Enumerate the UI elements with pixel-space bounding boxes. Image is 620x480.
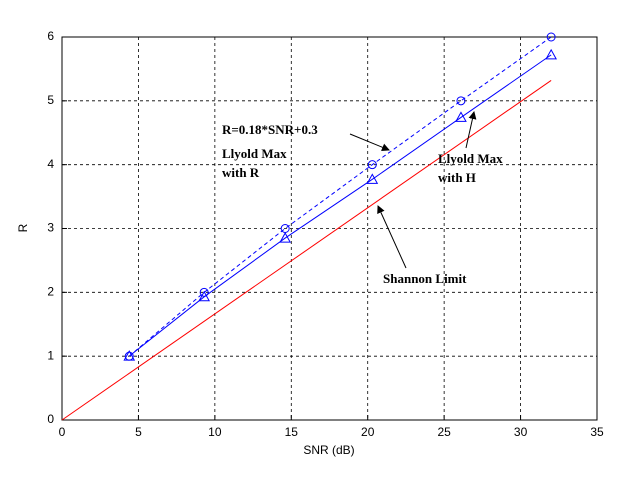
line <box>128 36 552 357</box>
marker <box>279 232 292 243</box>
line <box>128 54 552 357</box>
x-tick-label: 0 <box>59 425 66 439</box>
y-tick-label: 2 <box>47 285 54 299</box>
marker <box>198 290 211 302</box>
marker <box>545 48 557 60</box>
y-tick-label: 5 <box>47 93 54 107</box>
arrow <box>377 205 407 269</box>
arrow <box>465 111 477 149</box>
annotation: Llyold Max <box>438 151 503 166</box>
marker <box>546 32 556 42</box>
x-tick-label: 30 <box>514 425 528 439</box>
y-tick-label: 4 <box>47 157 54 171</box>
line <box>61 79 552 421</box>
x-tick-label: 25 <box>437 425 451 439</box>
arrow <box>349 133 390 152</box>
annotation: with R <box>222 165 260 180</box>
x-tick-label: 35 <box>590 425 604 439</box>
plot-area: 0 5 10 15 20 25 30 35 0 1 2 3 4 5 6 <box>47 29 604 439</box>
y-axis-label: R <box>16 223 30 232</box>
marker <box>455 111 467 122</box>
marker <box>456 96 466 106</box>
x-tick-label: 5 <box>135 425 142 439</box>
marker <box>367 160 377 170</box>
x-tick-label: 20 <box>361 425 375 439</box>
annotation: Llyold Max <box>222 146 287 161</box>
y-tick-label: 0 <box>47 412 54 426</box>
marker <box>123 350 136 361</box>
annotation: R=0.18*SNR+0.3 <box>222 122 318 137</box>
y-tick-label: 3 <box>47 221 54 235</box>
marker <box>366 173 379 184</box>
y-tick-label: 6 <box>47 29 54 43</box>
axes-box <box>61 36 598 421</box>
x-axis-label: SNR (dB) <box>303 443 354 457</box>
annotation: with H <box>438 170 476 185</box>
y-tick-label: 1 <box>47 348 54 362</box>
annotation: Shannon Limit <box>383 271 467 286</box>
x-tick-label: 15 <box>285 425 299 439</box>
x-tick-label: 10 <box>208 425 222 439</box>
